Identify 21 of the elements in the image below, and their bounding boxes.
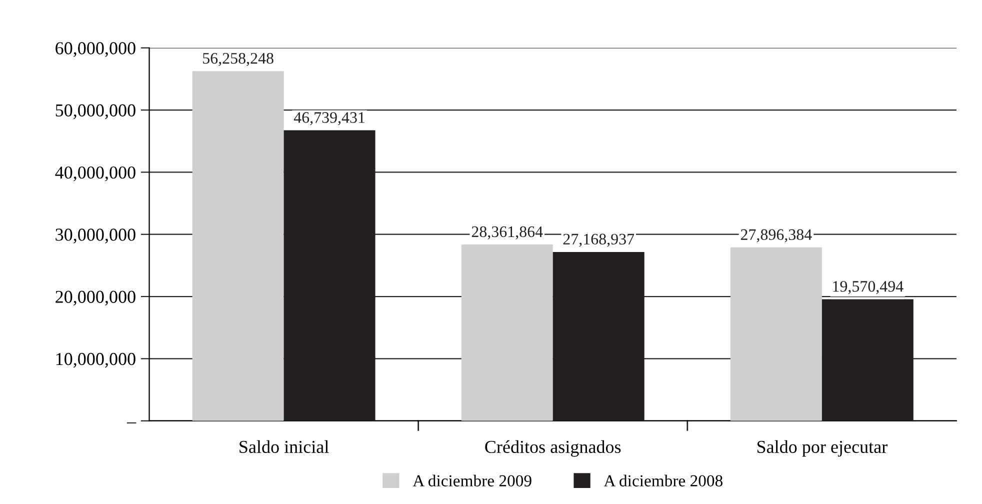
legend-label: A diciembre 2009	[412, 474, 532, 486]
legend-label: A diciembre 2008	[604, 474, 722, 486]
bar	[192, 71, 284, 421]
data-label: 27,896,384	[740, 229, 812, 242]
y-tick-label: –	[126, 422, 136, 424]
bar	[730, 247, 822, 421]
x-tick-label: Créditos asignados	[485, 440, 621, 457]
data-label: 28,361,864	[472, 226, 543, 240]
data-label: 56,258,248	[203, 52, 274, 66]
y-tick-label: 20,000,000	[56, 290, 136, 306]
x-tick-label: Saldo por ejecutar	[757, 440, 888, 457]
y-tick-label: 30,000,000	[56, 228, 136, 244]
data-label: 19,570,494	[833, 281, 904, 294]
data-label: 27,168,937	[563, 234, 634, 247]
y-tick-label: 50,000,000	[56, 104, 136, 120]
data-label: 46,739,431	[294, 112, 365, 126]
x-tick-label: Saldo inicial	[240, 440, 329, 453]
y-tick-label: 40,000,000	[55, 166, 136, 182]
bar	[461, 244, 553, 421]
y-tick-label: 10,000,000	[56, 352, 136, 368]
y-tick-label: 60,000,000	[56, 42, 136, 57]
